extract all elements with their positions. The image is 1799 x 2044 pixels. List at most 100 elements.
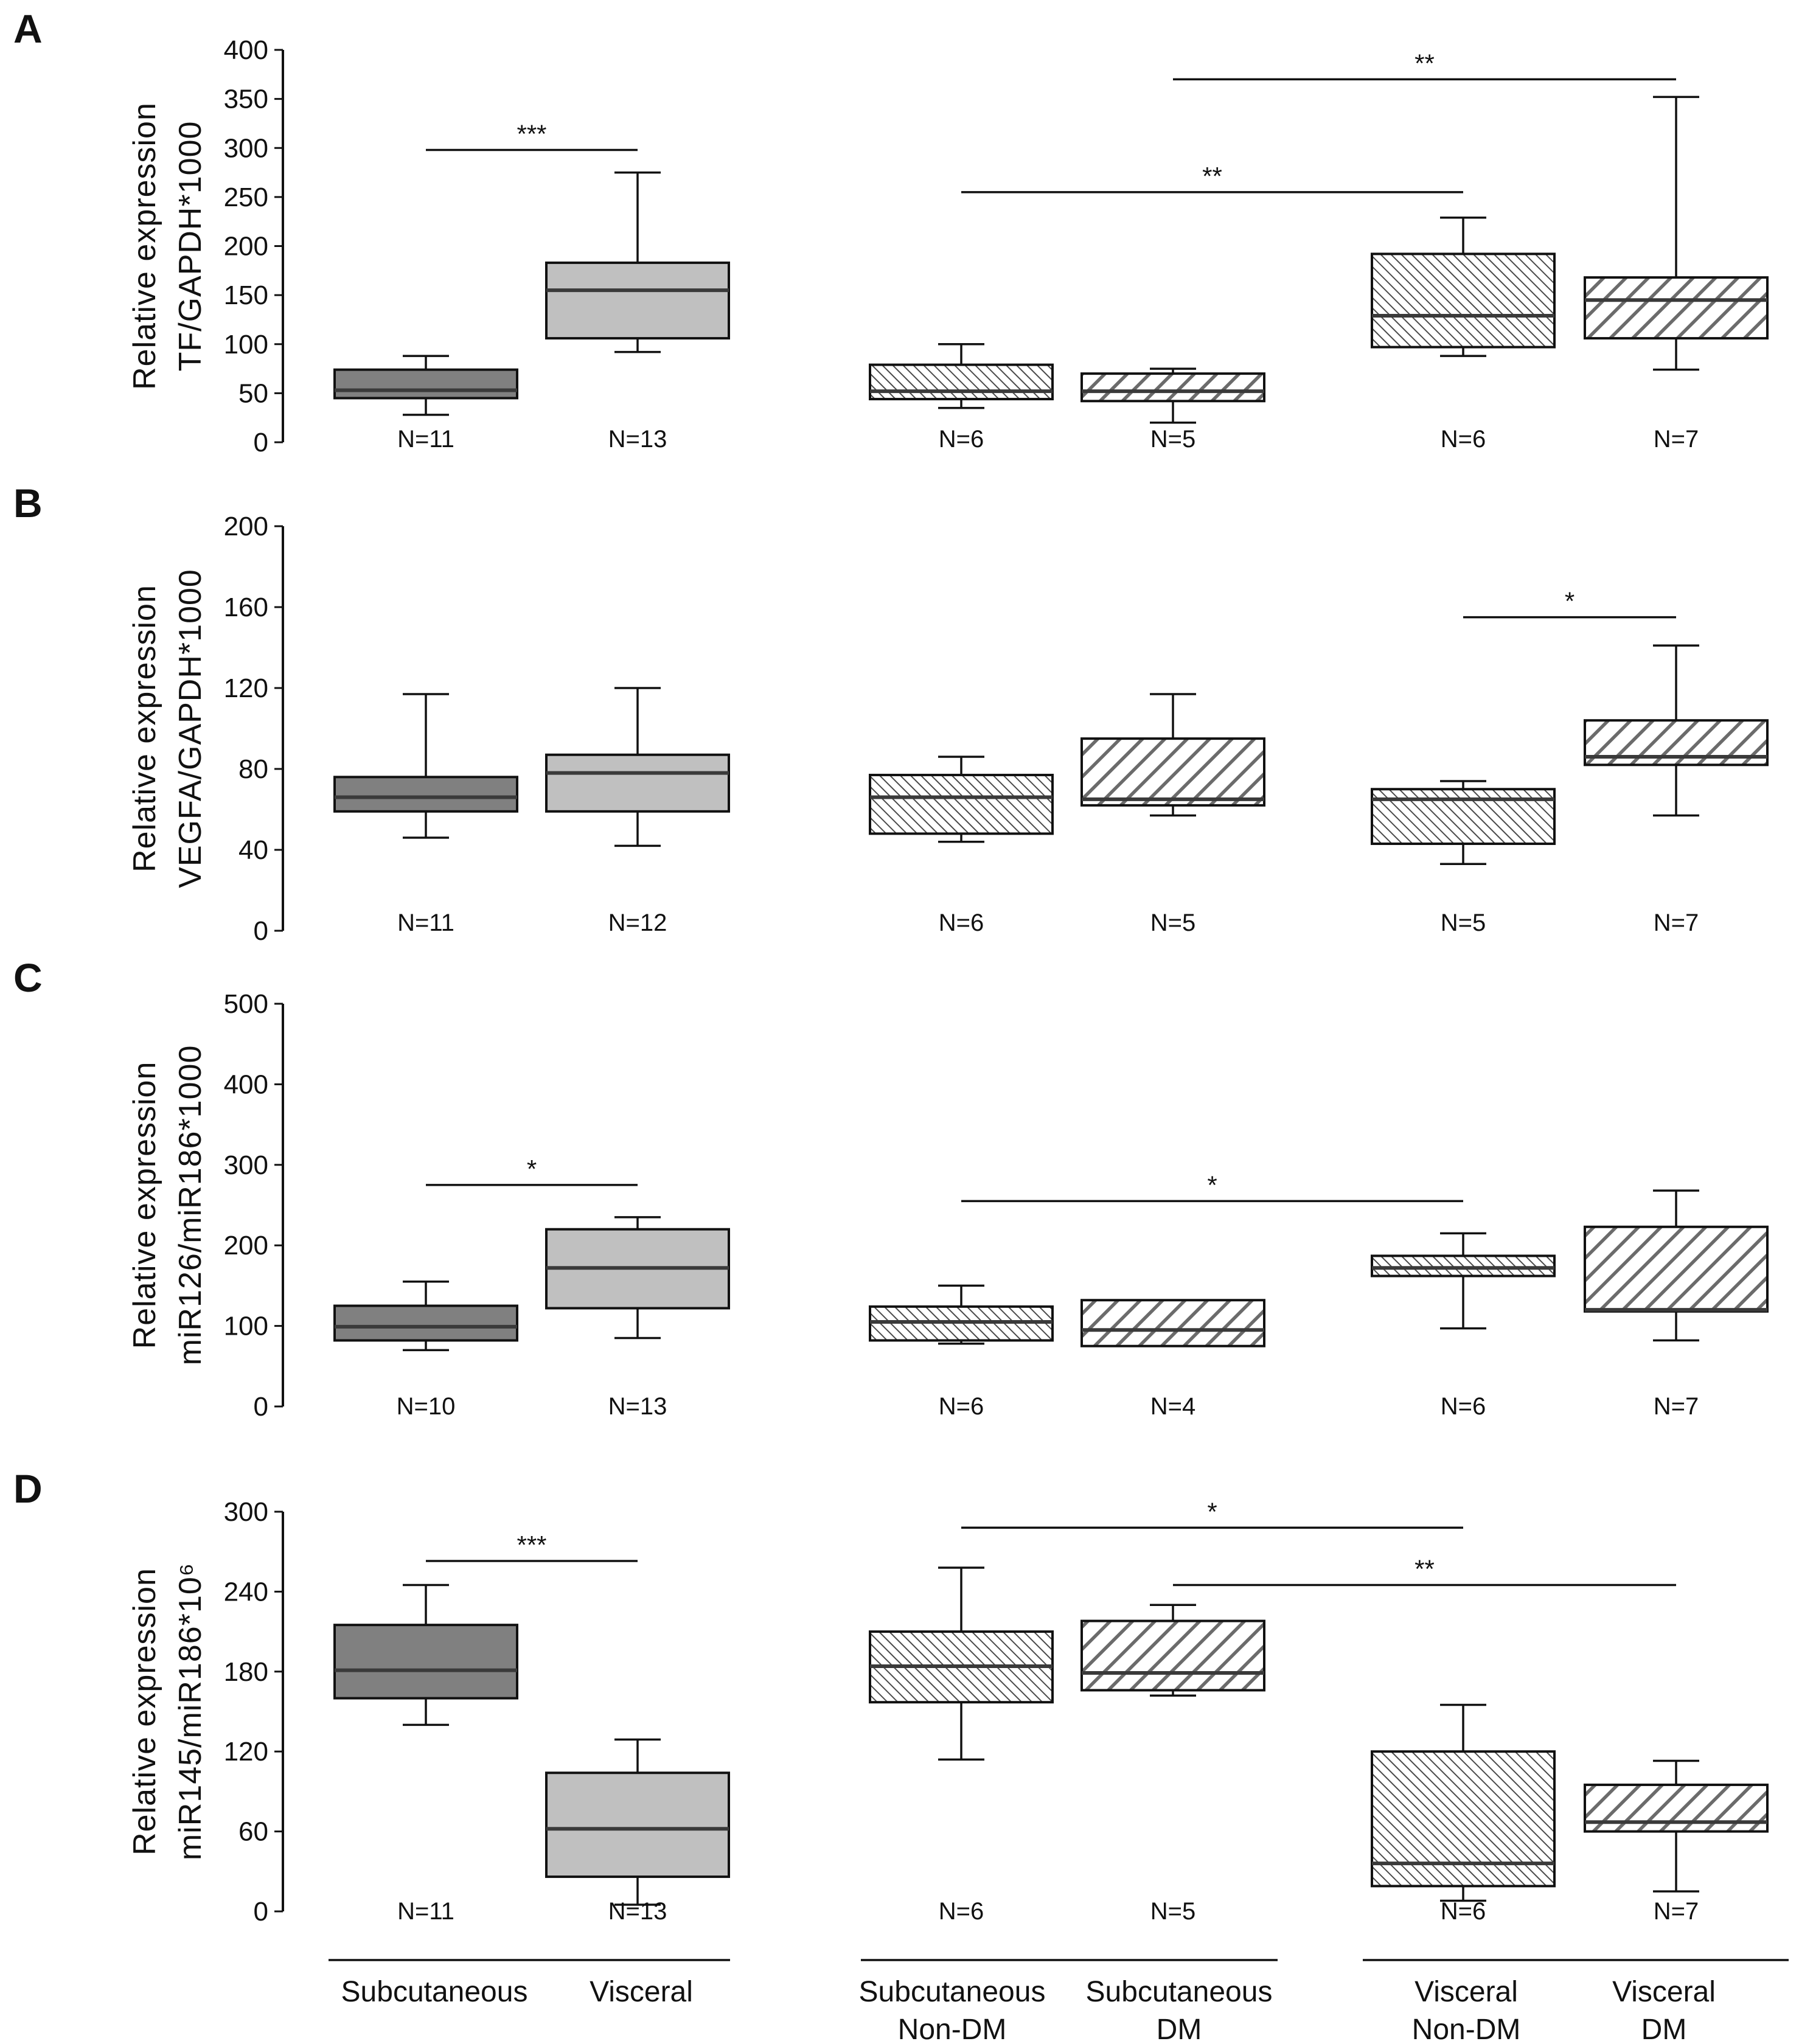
n-label: N=5 — [1150, 1898, 1196, 1925]
group-label-line: Visceral — [590, 1976, 693, 2008]
iqr-box — [1371, 252, 1556, 349]
y-axis-label-line: VEGFA/GAPDH*1000 — [173, 569, 208, 888]
significance-label: * — [1207, 1497, 1217, 1526]
significance-bracket: * — [426, 1155, 638, 1186]
group-axis: Subcutaneous Visceral Subcutaneous Non-DMSu… — [329, 1959, 1789, 2044]
y-tick-label: 0 — [254, 916, 268, 946]
panel-b: B Relative expression VEGFA/GAPDH*1000 0 40 8… — [13, 481, 1769, 946]
significance-bracket: * — [961, 1497, 1463, 1529]
box-2: N=12 — [545, 687, 730, 936]
box-3: N=6 — [869, 1566, 1054, 1925]
group-label-line: Subcutaneous — [341, 1976, 528, 2008]
n-label: N=12 — [608, 909, 667, 936]
n-label: N=4 — [1150, 1393, 1196, 1420]
n-label: N=7 — [1654, 426, 1699, 453]
n-label: N=6 — [939, 1393, 984, 1420]
iqr-box — [333, 1304, 518, 1342]
group-label-line: Visceral — [1612, 1976, 1716, 2008]
box-2: N=13 — [545, 171, 730, 453]
y-axis-label-line: TF/GAPDH*1000 — [173, 121, 208, 372]
group-label: Subcutaneous — [341, 1976, 528, 2008]
y-axis-label: Relative expression VEGFA/GAPDH*1000 — [127, 569, 208, 888]
group-label: Visceral Non-DM — [1412, 1976, 1521, 2044]
panel-letter: B — [13, 481, 43, 526]
y-tick-label: 120 — [224, 1737, 268, 1767]
n-label: N=7 — [1654, 909, 1699, 936]
y-axis-label-line: miR145/miR186*10⁶ — [173, 1563, 208, 1860]
iqr-box — [545, 261, 730, 340]
significance-bracket: *** — [426, 1531, 638, 1562]
box-6: N=7 — [1584, 644, 1769, 936]
n-label: N=10 — [397, 1393, 456, 1420]
box-4: N=5 — [1080, 1604, 1265, 1925]
n-label: N=6 — [1441, 426, 1486, 453]
group-label-line: DM — [1641, 2014, 1687, 2044]
y-tick-label: 150 — [224, 280, 268, 310]
box-4: N=5 — [1080, 693, 1265, 936]
y-tick-label: 500 — [224, 989, 268, 1019]
y-tick-label: 0 — [254, 1392, 268, 1422]
y-tick-label: 60 — [238, 1817, 268, 1847]
iqr-box — [1584, 1783, 1769, 1833]
n-label: N=13 — [608, 1898, 667, 1925]
iqr-box — [545, 753, 730, 813]
group-label-line: Visceral — [1414, 1976, 1518, 2008]
panel-letter: C — [13, 955, 43, 1000]
group-label: Visceral — [590, 1976, 693, 2008]
y-axis-label: Relative expression miR126/miR186*1000 — [127, 1045, 208, 1366]
box-5: N=5 — [1371, 780, 1556, 936]
y-tick-label: 50 — [238, 378, 268, 408]
y-tick-label: 250 — [224, 182, 268, 212]
n-label: N=13 — [608, 1393, 667, 1420]
n-label: N=6 — [1441, 1898, 1486, 1925]
box-2: N=13 — [545, 1216, 730, 1420]
box-5: N=6 — [1371, 1232, 1556, 1420]
box-6: N=7 — [1584, 1759, 1769, 1925]
box-1: N=11 — [333, 355, 518, 453]
iqr-box — [333, 1624, 518, 1700]
group-label-line: Non-DM — [898, 2014, 1007, 2044]
iqr-box — [545, 1771, 730, 1879]
box-3: N=6 — [869, 756, 1054, 936]
n-label: N=11 — [397, 426, 454, 453]
significance-label: *** — [517, 119, 546, 148]
group-label-line: Non-DM — [1412, 2014, 1521, 2044]
n-label: N=13 — [608, 426, 667, 453]
y-axis-label: Relative expression miR145/miR186*10⁶ — [127, 1563, 208, 1860]
panel-c: C Relative expression miR126/miR186*1000 0 1… — [13, 955, 1769, 1422]
significance-bracket: ** — [961, 162, 1463, 193]
box-1: N=11 — [333, 693, 518, 936]
y-tick-label: 400 — [224, 1069, 268, 1099]
box-5: N=6 — [1371, 1703, 1556, 1925]
iqr-box — [1371, 1254, 1556, 1278]
iqr-box — [869, 773, 1054, 835]
significance-bracket: * — [1463, 587, 1676, 619]
y-tick-label: 120 — [224, 673, 268, 703]
significance-label: ** — [1414, 1554, 1435, 1583]
n-label: N=5 — [1150, 426, 1196, 453]
n-label: N=7 — [1654, 1393, 1699, 1420]
y-tick-label: 350 — [224, 85, 268, 114]
panel-d: D Relative expression miR145/miR186*10⁶ 0 60… — [13, 1466, 1769, 1927]
iqr-box — [1080, 1299, 1265, 1347]
group-label-line: DM — [1157, 2014, 1202, 2044]
n-label: N=5 — [1441, 909, 1486, 936]
n-label: N=6 — [939, 1898, 984, 1925]
n-label: N=11 — [397, 1898, 454, 1925]
significance-label: * — [527, 1155, 537, 1183]
box-1: N=10 — [333, 1281, 518, 1420]
iqr-box — [1371, 788, 1556, 846]
iqr-box — [1371, 1750, 1556, 1888]
n-label: N=6 — [939, 426, 984, 453]
iqr-box — [1080, 1619, 1265, 1692]
significance-label: ** — [1202, 162, 1222, 190]
y-axis-label-line: miR126/miR186*1000 — [173, 1045, 208, 1366]
y-tick-label: 0 — [254, 428, 268, 457]
box-3: N=6 — [869, 343, 1054, 453]
significance-bracket: *** — [426, 119, 638, 151]
significance-label: *** — [517, 1531, 546, 1559]
significance-label: ** — [1414, 49, 1435, 77]
y-axis-label-line: Relative expression — [127, 1568, 162, 1855]
box-6: N=7 — [1584, 96, 1769, 453]
